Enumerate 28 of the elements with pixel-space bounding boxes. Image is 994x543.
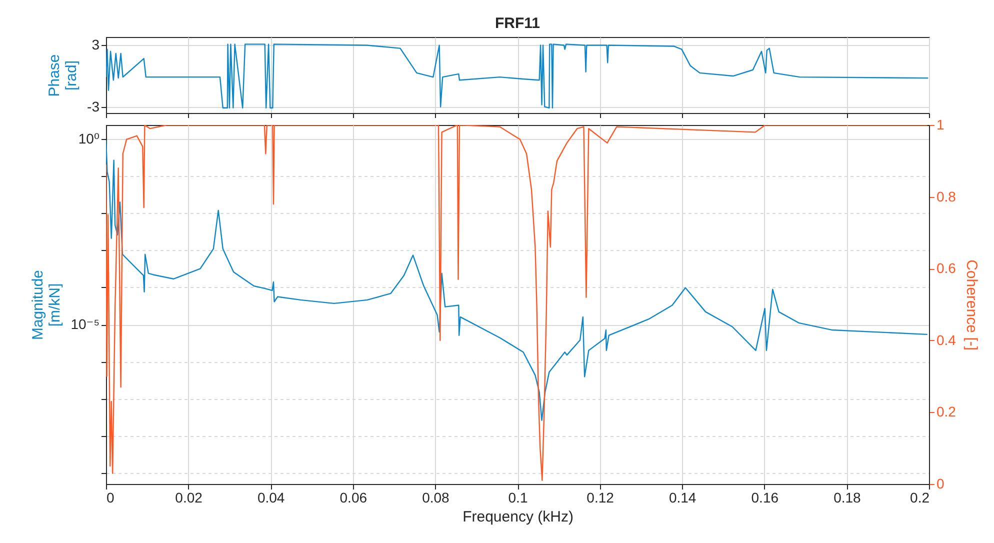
- y-tick-label: 10⁰: [78, 130, 100, 147]
- y2-tick-label: 0: [936, 476, 944, 492]
- x-tick-label: 0: [106, 490, 114, 506]
- chart-title: FRF11: [494, 15, 540, 32]
- line-series: [106, 44, 929, 108]
- y2-axis-title: Coherence [-]: [962, 260, 980, 350]
- x-tick-label: 0.16: [751, 490, 779, 506]
- x-tick-label: 0.18: [834, 490, 862, 506]
- y-axis-title: Magnitude [m/kN]: [30, 270, 64, 340]
- y-tick-label: 10⁻⁵: [70, 316, 100, 332]
- x-tick-label: 0.14: [668, 490, 696, 506]
- x-tick-label: 0.2: [910, 490, 930, 506]
- x-tick-label: 0.02: [175, 490, 203, 506]
- y2-tick-label: 1: [936, 116, 944, 132]
- y2-tick-label: 0.8: [936, 188, 956, 204]
- x-axis-title: Frequency (kHz): [462, 508, 574, 526]
- y-axis-title: Phase [rad]: [46, 54, 80, 97]
- x-tick-label: 0.12: [586, 490, 614, 506]
- y2-tick-label: 0.2: [936, 404, 956, 420]
- x-tick-label: 0.06: [340, 490, 368, 506]
- y-tick-label: 3: [92, 36, 100, 53]
- y-tick-label: -3: [87, 98, 100, 114]
- line-series: [106, 140, 928, 421]
- y2-tick-label: 0.6: [936, 260, 956, 276]
- y2-tick-label: 0.4: [936, 332, 956, 348]
- x-tick-label: 0.08: [422, 490, 450, 506]
- x-tick-label: 0.1: [508, 490, 528, 506]
- x-tick-label: 0.04: [257, 490, 285, 506]
